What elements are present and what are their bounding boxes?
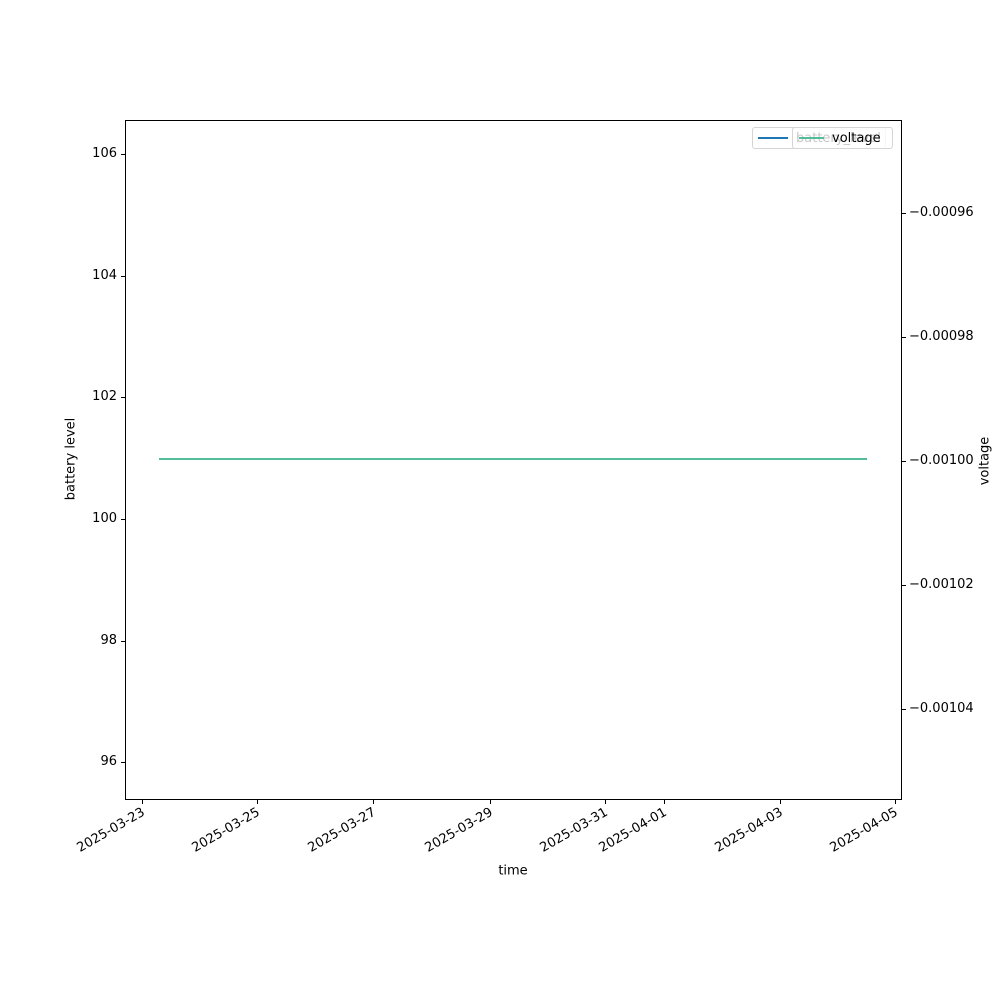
legend-label-voltage: voltage [832,130,881,146]
y-right-tick-label: −0.00104 [909,701,974,716]
y-left-tick-mark [121,397,125,398]
x-tick-mark [142,800,143,804]
y-left-tick-label: 106 [92,146,117,161]
x-tick-mark [605,800,606,804]
y-right-tick-label: −0.00096 [909,205,974,220]
x-tick-label: 2025-03-23 [74,805,148,856]
y-left-tick-mark [121,276,125,277]
y-left-tick-mark [121,154,125,155]
legend-voltage: voltage [792,127,893,149]
x-axis-label: time [498,863,528,879]
x-tick-mark [257,800,258,804]
x-tick-mark [780,800,781,804]
y-left-tick-mark [121,762,125,763]
y-axis-label-right: voltage [977,436,993,486]
y-right-tick-label: −0.00098 [909,329,974,344]
legend-line-battery-icon [758,137,788,139]
y-right-tick-mark [902,709,906,710]
legend-line-voltage-icon [799,137,824,139]
x-tick-mark [664,800,665,804]
y-axis-label-left: battery level [63,417,79,501]
x-tick-mark [490,800,491,804]
y-left-tick-label: 104 [92,268,117,283]
y-right-tick-label: −0.00100 [909,453,974,468]
y-right-tick-mark [902,585,906,586]
y-left-tick-label: 102 [92,389,117,404]
voltage-line [159,458,867,460]
y-left-tick-label: 100 [92,511,117,526]
plot-area [125,120,902,800]
y-left-tick-label: 98 [100,633,117,648]
y-right-tick-mark [902,337,906,338]
x-tick-mark [895,800,896,804]
x-tick-mark [373,800,374,804]
y-left-tick-mark [121,519,125,520]
y-left-tick-mark [121,641,125,642]
y-left-tick-label: 96 [100,754,117,769]
y-right-tick-mark [902,461,906,462]
y-right-tick-label: −0.00102 [909,577,974,592]
y-right-tick-mark [902,213,906,214]
